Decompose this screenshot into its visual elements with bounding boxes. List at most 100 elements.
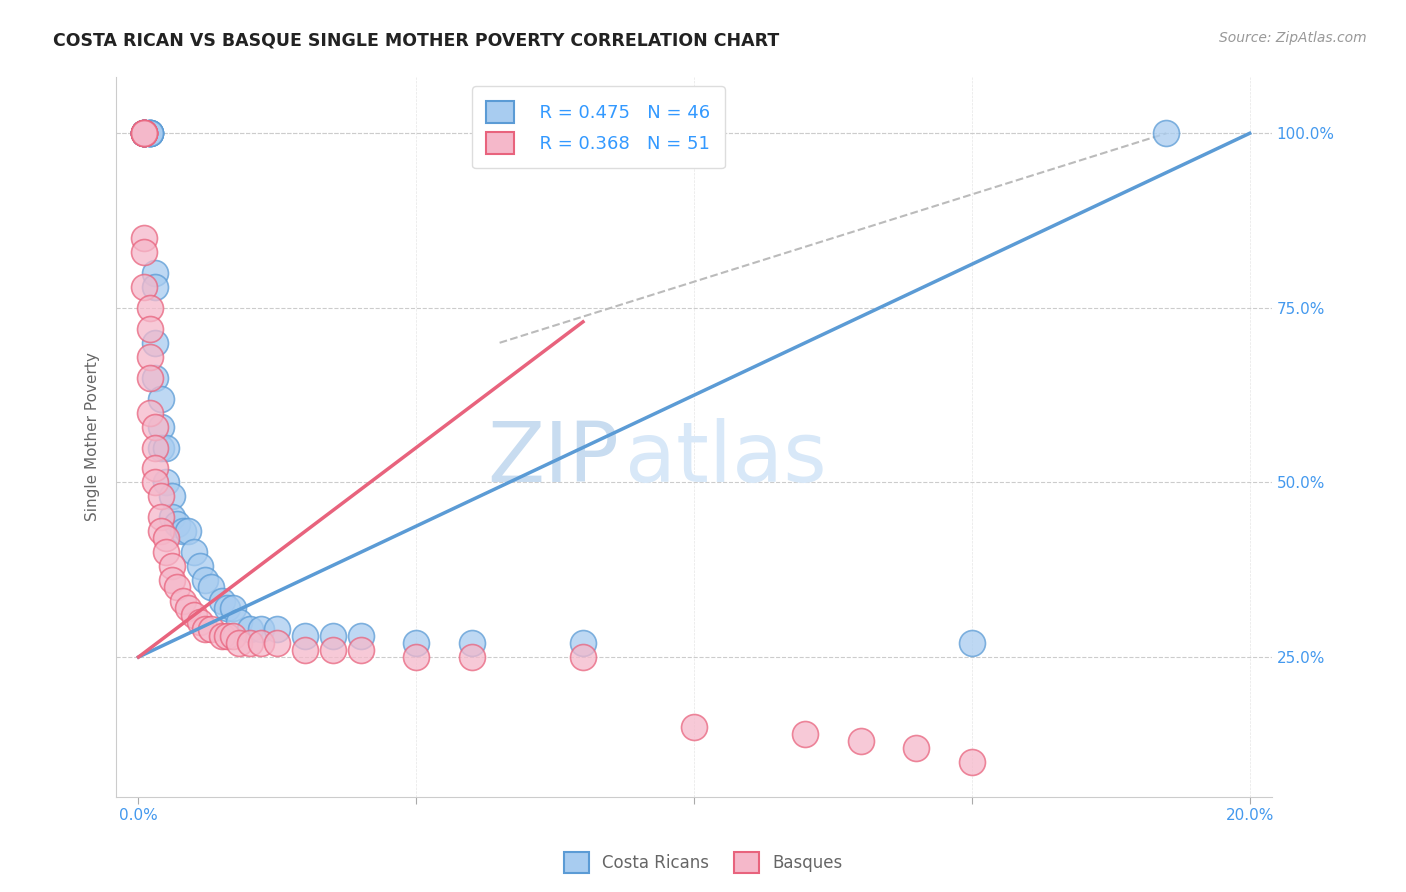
Point <box>211 594 233 608</box>
Point <box>294 643 316 657</box>
Point <box>249 636 271 650</box>
Point <box>138 301 160 315</box>
Point <box>572 650 595 665</box>
Point <box>149 524 172 539</box>
Point <box>172 524 194 539</box>
Point <box>132 231 155 245</box>
Point <box>132 245 155 260</box>
Point <box>138 406 160 420</box>
Point <box>149 490 172 504</box>
Point <box>905 740 928 755</box>
Text: atlas: atlas <box>624 418 827 500</box>
Point <box>405 636 427 650</box>
Point <box>217 601 239 615</box>
Point <box>683 720 706 734</box>
Point <box>160 573 183 587</box>
Point <box>239 622 262 636</box>
Point <box>138 126 160 140</box>
Point <box>132 126 155 140</box>
Point <box>1156 126 1178 140</box>
Point <box>132 126 155 140</box>
Point <box>249 622 271 636</box>
Point <box>194 622 217 636</box>
Point <box>294 629 316 643</box>
Y-axis label: Single Mother Poverty: Single Mother Poverty <box>86 352 100 522</box>
Point <box>266 636 288 650</box>
Point <box>461 650 484 665</box>
Point <box>143 266 166 280</box>
Point <box>322 643 344 657</box>
Point <box>322 629 344 643</box>
Point <box>188 559 211 574</box>
Point <box>160 559 183 574</box>
Point <box>200 580 222 594</box>
Point <box>132 126 155 140</box>
Point <box>160 510 183 524</box>
Point <box>155 531 177 545</box>
Point <box>149 510 172 524</box>
Point <box>143 335 166 350</box>
Text: Source: ZipAtlas.com: Source: ZipAtlas.com <box>1219 31 1367 45</box>
Point <box>960 755 983 769</box>
Point <box>143 370 166 384</box>
Point <box>138 370 160 384</box>
Point <box>132 126 155 140</box>
Point <box>132 126 155 140</box>
Point <box>572 636 595 650</box>
Point <box>239 636 262 650</box>
Point <box>155 545 177 559</box>
Point <box>350 643 373 657</box>
Point <box>143 419 166 434</box>
Point <box>143 475 166 490</box>
Point <box>138 350 160 364</box>
Point <box>143 461 166 475</box>
Point <box>794 727 817 741</box>
Point <box>138 126 160 140</box>
Point <box>155 475 177 490</box>
Point <box>132 126 155 140</box>
Point <box>149 441 172 455</box>
Point <box>149 392 172 406</box>
Legend: Costa Ricans, Basques: Costa Ricans, Basques <box>557 846 849 880</box>
Point <box>160 490 183 504</box>
Point <box>143 441 166 455</box>
Point <box>132 126 155 140</box>
Point <box>183 545 205 559</box>
Point <box>166 580 188 594</box>
Point <box>143 280 166 294</box>
Text: ZIP: ZIP <box>486 418 619 500</box>
Text: COSTA RICAN VS BASQUE SINGLE MOTHER POVERTY CORRELATION CHART: COSTA RICAN VS BASQUE SINGLE MOTHER POVE… <box>53 31 780 49</box>
Point <box>132 126 155 140</box>
Point <box>132 126 155 140</box>
Point <box>222 629 245 643</box>
Point <box>132 126 155 140</box>
Point <box>960 636 983 650</box>
Point <box>177 601 200 615</box>
Point <box>194 573 217 587</box>
Point <box>149 419 172 434</box>
Point <box>217 629 239 643</box>
Point <box>132 126 155 140</box>
Point <box>228 636 250 650</box>
Point <box>138 126 160 140</box>
Point <box>132 126 155 140</box>
Point <box>266 622 288 636</box>
Point <box>132 280 155 294</box>
Point <box>177 524 200 539</box>
Point <box>138 322 160 336</box>
Point <box>138 126 160 140</box>
Point <box>155 441 177 455</box>
Point <box>228 615 250 629</box>
Point <box>138 126 160 140</box>
Legend:   R = 0.475   N = 46,   R = 0.368   N = 51: R = 0.475 N = 46, R = 0.368 N = 51 <box>472 87 724 169</box>
Point <box>200 622 222 636</box>
Point <box>350 629 373 643</box>
Point <box>183 608 205 623</box>
Point <box>132 126 155 140</box>
Point <box>405 650 427 665</box>
Point <box>132 126 155 140</box>
Point <box>849 734 872 748</box>
Point <box>188 615 211 629</box>
Point <box>132 126 155 140</box>
Point <box>211 629 233 643</box>
